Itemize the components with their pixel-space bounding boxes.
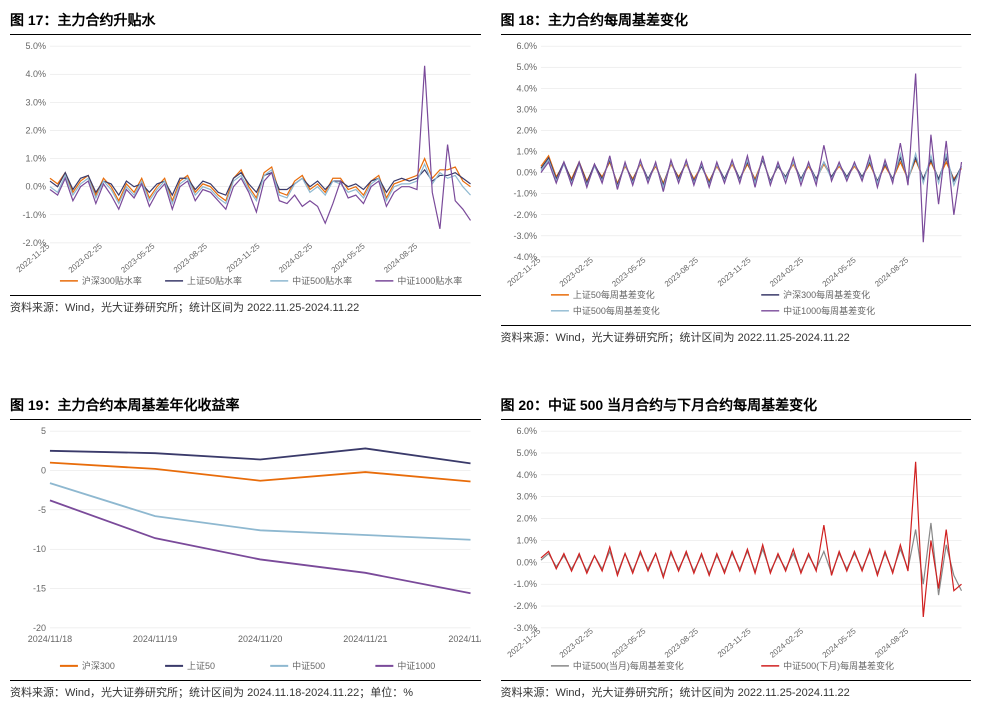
svg-text:-1.0%: -1.0% xyxy=(513,189,536,199)
svg-text:-5: -5 xyxy=(38,505,46,515)
svg-text:2.0%: 2.0% xyxy=(516,514,536,524)
svg-text:5.0%: 5.0% xyxy=(516,448,536,458)
svg-text:2023-11-25: 2023-11-25 xyxy=(715,626,752,659)
svg-text:0: 0 xyxy=(41,465,46,475)
svg-text:上证50每周基差变化: 上证50每周基差变化 xyxy=(572,289,654,300)
svg-text:-3.0%: -3.0% xyxy=(513,231,536,241)
panel-20: 图 20：中证 500 当月合约与下月合约每周基差变化 -3.0%-2.0%-1… xyxy=(501,395,972,700)
title-20: 图 20：中证 500 当月合约与下月合约每周基差变化 xyxy=(501,395,972,420)
source-19: 资料来源：Wind，光大证券研究所；统计区间为 2024.11.18-2024.… xyxy=(10,680,481,700)
svg-text:-15: -15 xyxy=(33,584,46,594)
svg-text:中证1000: 中证1000 xyxy=(397,660,435,671)
svg-text:1.0%: 1.0% xyxy=(516,535,536,545)
svg-text:2023-08-25: 2023-08-25 xyxy=(662,255,700,289)
svg-text:1.0%: 1.0% xyxy=(25,154,45,164)
svg-text:3.0%: 3.0% xyxy=(25,97,45,107)
chart-17: -2.0%-1.0%0.0%1.0%2.0%3.0%4.0%5.0%2022-1… xyxy=(10,41,481,291)
svg-text:中证1000贴水率: 中证1000贴水率 xyxy=(397,275,462,286)
svg-text:中证1000每周基差变化: 中证1000每周基差变化 xyxy=(783,305,875,316)
svg-text:2024/11/19: 2024/11/19 xyxy=(133,634,177,644)
svg-text:中证500(下月)每周基差变化: 中证500(下月)每周基差变化 xyxy=(783,660,894,671)
svg-text:-2.0%: -2.0% xyxy=(513,210,536,220)
svg-text:4.0%: 4.0% xyxy=(516,83,536,93)
svg-text:2.0%: 2.0% xyxy=(25,125,45,135)
svg-text:2024-02-25: 2024-02-25 xyxy=(768,255,806,289)
panel-17: 图 17：主力合约升贴水 -2.0%-1.0%0.0%1.0%2.0%3.0%4… xyxy=(10,10,481,345)
svg-text:0.0%: 0.0% xyxy=(25,182,45,192)
title-18: 图 18：主力合约每周基差变化 xyxy=(501,10,972,35)
source-20: 资料来源：Wind，光大证券研究所；统计区间为 2022.11.25-2024.… xyxy=(501,680,972,700)
svg-text:中证500(当月)每周基差变化: 中证500(当月)每周基差变化 xyxy=(572,660,683,671)
svg-text:中证500每周基差变化: 中证500每周基差变化 xyxy=(572,305,659,316)
svg-text:5.0%: 5.0% xyxy=(25,41,45,51)
svg-text:1.0%: 1.0% xyxy=(516,147,536,157)
svg-text:沪深300贴水率: 沪深300贴水率 xyxy=(82,275,142,286)
svg-text:2023-02-25: 2023-02-25 xyxy=(557,255,595,289)
panel-19: 图 19：主力合约本周基差年化收益率 -20 -15 -10 -5 0 5 2024/11/… xyxy=(10,395,481,700)
svg-text:2023-11-25: 2023-11-25 xyxy=(715,255,752,288)
svg-text:4.0%: 4.0% xyxy=(25,69,45,79)
svg-text:-1.0%: -1.0% xyxy=(513,579,536,589)
svg-text:2024/11/21: 2024/11/21 xyxy=(343,634,387,644)
svg-text:-10: -10 xyxy=(33,544,46,554)
svg-text:2023-05-25: 2023-05-25 xyxy=(610,626,648,660)
svg-text:2024-08-25: 2024-08-25 xyxy=(873,626,911,660)
svg-text:中证500贴水率: 中证500贴水率 xyxy=(292,275,352,286)
svg-text:上证50: 上证50 xyxy=(187,661,215,671)
svg-text:-2.0%: -2.0% xyxy=(513,601,536,611)
chart-19: -20 -15 -10 -5 0 5 2024/11/18 2024/11/19 2024/11… xyxy=(10,426,481,676)
svg-text:2023-02-25: 2023-02-25 xyxy=(557,626,595,660)
svg-text:2023-02-25: 2023-02-25 xyxy=(67,241,105,275)
svg-text:2024-08-25: 2024-08-25 xyxy=(873,255,911,289)
svg-text:0.0%: 0.0% xyxy=(516,168,536,178)
svg-text:6.0%: 6.0% xyxy=(516,41,536,51)
svg-text:2024-05-25: 2024-05-25 xyxy=(820,255,858,289)
svg-text:上证50贴水率: 上证50贴水率 xyxy=(187,275,242,286)
svg-text:2024-05-25: 2024-05-25 xyxy=(330,241,368,275)
svg-text:中证500: 中证500 xyxy=(292,660,325,671)
svg-text:2023-05-25: 2023-05-25 xyxy=(610,255,648,289)
svg-text:2024-02-25: 2024-02-25 xyxy=(768,626,806,660)
svg-text:5.0%: 5.0% xyxy=(516,62,536,72)
svg-text:3.0%: 3.0% xyxy=(516,104,536,114)
source-18: 资料来源：Wind，光大证券研究所；统计区间为 2022.11.25-2024.… xyxy=(501,325,972,345)
svg-text:4.0%: 4.0% xyxy=(516,470,536,480)
svg-text:2024-08-25: 2024-08-25 xyxy=(382,241,420,275)
source-17: 资料来源：Wind，光大证券研究所；统计区间为 2022.11.25-2024.… xyxy=(10,295,481,315)
svg-text:2023-11-25: 2023-11-25 xyxy=(225,241,262,274)
svg-text:2023-08-25: 2023-08-25 xyxy=(172,241,210,275)
title-17: 图 17：主力合约升贴水 xyxy=(10,10,481,35)
chart-grid: 图 17：主力合约升贴水 -2.0% -1.0% 0.0% 1.0% 2.0% 3.0% 4… xyxy=(10,10,971,700)
svg-text:沪深300每周基差变化: 沪深300每周基差变化 xyxy=(783,289,870,300)
svg-text:2.0%: 2.0% xyxy=(516,125,536,135)
svg-text:2024/11/18: 2024/11/18 xyxy=(28,634,72,644)
chart-20: -3.0%-2.0%-1.0%0.0%1.0%2.0%3.0%4.0%5.0%6… xyxy=(501,426,972,676)
svg-text:3.0%: 3.0% xyxy=(516,492,536,502)
title-19: 图 19：主力合约本周基差年化收益率 xyxy=(10,395,481,420)
panel-18: 图 18：主力合约每周基差变化 -4.0%-3.0%-2.0%-1.0%0.0%… xyxy=(501,10,972,345)
svg-text:5: 5 xyxy=(41,426,46,436)
svg-text:沪深300: 沪深300 xyxy=(82,660,115,671)
svg-text:2024/11/20: 2024/11/20 xyxy=(238,634,282,644)
chart-18: -4.0%-3.0%-2.0%-1.0%0.0%1.0%2.0%3.0%4.0%… xyxy=(501,41,972,321)
svg-text:2023-08-25: 2023-08-25 xyxy=(662,626,700,660)
svg-text:2024/11/22: 2024/11/22 xyxy=(448,634,480,644)
svg-text:0.0%: 0.0% xyxy=(516,557,536,567)
svg-text:2024-05-25: 2024-05-25 xyxy=(820,626,858,660)
svg-text:6.0%: 6.0% xyxy=(516,426,536,436)
svg-text:-20: -20 xyxy=(33,623,46,633)
svg-text:-1.0%: -1.0% xyxy=(22,210,45,220)
svg-text:2024-02-25: 2024-02-25 xyxy=(277,241,315,275)
svg-text:2023-05-25: 2023-05-25 xyxy=(119,241,157,275)
